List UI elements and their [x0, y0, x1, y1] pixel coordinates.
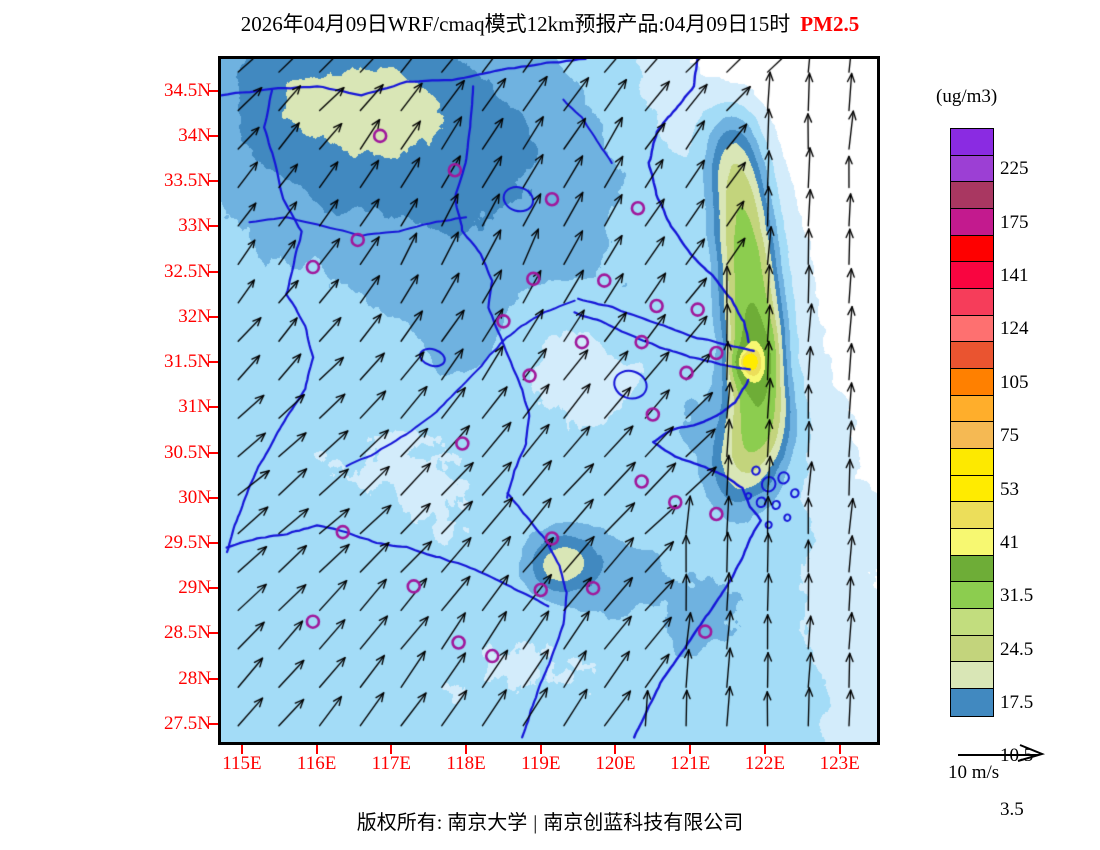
lat-tick-mark — [209, 722, 218, 725]
colorbar-value-label: 53 — [1000, 478, 1019, 500]
footer-company-text: 南京创蓝科技有限公司 — [543, 812, 744, 834]
map-plot-area[interactable] — [218, 56, 880, 745]
lat-tick-label: 33N — [178, 215, 211, 237]
wind-scale-label: 10 m/s — [948, 762, 1000, 783]
lon-tick-mark — [614, 745, 617, 754]
colorbar-swatch[interactable] — [951, 155, 993, 183]
lat-tick-label: 34.5N — [164, 79, 211, 101]
footer-copyright: 版权所有: 南京大学 | 南京创蓝科技有限公司 — [0, 806, 1100, 835]
lon-tick-label: 122E — [744, 753, 785, 774]
colorbar-value-label: 17.5 — [1000, 691, 1034, 713]
lat-tick-label: 32.5N — [164, 260, 211, 282]
colorbar-swatch[interactable] — [951, 689, 993, 716]
colorbar-swatch[interactable] — [951, 262, 993, 290]
colorbar-swatch[interactable] — [951, 369, 993, 396]
footer-copyright-text: 版权所有: 南京大学 — [356, 812, 528, 834]
lon-tick-label: 120E — [595, 753, 636, 774]
colorbar-value-label: 3.5 — [1000, 798, 1024, 820]
lat-tick-label: 28N — [178, 667, 211, 689]
lon-tick-label: 118E — [446, 753, 486, 774]
lat-tick-label: 30N — [178, 486, 211, 508]
lat-tick-mark — [209, 541, 218, 544]
colorbar-swatch[interactable] — [951, 315, 993, 343]
colorbar-swatch[interactable] — [951, 475, 993, 503]
colorbar-swatch[interactable] — [951, 555, 993, 583]
colorbar-value-label: 124 — [1000, 318, 1029, 340]
lat-tick-label: 32N — [178, 305, 211, 327]
lon-tick-label: 123E — [819, 753, 860, 774]
lon-tick-mark — [539, 745, 542, 754]
title-main-text: 2026年04月09日WRF/cmaq模式12km预报产品:04月09日15时 — [240, 12, 791, 36]
colorbar-swatch[interactable] — [951, 529, 993, 556]
lat-tick-label: 33.5N — [164, 170, 211, 192]
colorbar-value-label: 105 — [1000, 371, 1029, 393]
lon-tick-mark — [465, 745, 468, 754]
colorbar-swatch[interactable] — [951, 449, 993, 476]
colorbar-value-label: 24.5 — [1000, 638, 1034, 660]
colorbar-value-label: 225 — [1000, 158, 1029, 180]
page-title: 2026年04月09日WRF/cmaq模式12km预报产品:04月09日15时 P… — [0, 8, 1100, 38]
colorbar-swatch[interactable] — [951, 635, 993, 663]
wind-scale-key: 10 m/s — [948, 742, 1078, 788]
lat-tick-label: 31.5N — [164, 351, 211, 373]
colorbar-swatch[interactable] — [951, 209, 993, 236]
colorbar-swatch[interactable] — [951, 235, 993, 263]
lat-tick-mark — [209, 677, 218, 680]
footer-separator: | — [533, 812, 538, 834]
lon-tick-label: 115E — [222, 753, 262, 774]
lon-tick-mark — [315, 745, 318, 754]
colorbar-swatch[interactable] — [951, 289, 993, 316]
lat-tick-mark — [209, 587, 218, 590]
lat-tick-mark — [209, 315, 218, 318]
lat-tick-mark — [209, 496, 218, 499]
lat-tick-label: 27.5N — [164, 712, 211, 734]
colorbar-value-label: 175 — [1000, 211, 1029, 233]
lon-tick-label: 116E — [296, 753, 337, 774]
lon-tick-label: 117E — [371, 753, 412, 774]
lat-tick-mark — [209, 632, 218, 635]
colorbar[interactable] — [950, 128, 994, 717]
colorbar-swatch[interactable] — [951, 502, 993, 530]
lon-tick-mark — [763, 745, 766, 754]
lat-tick-label: 31N — [178, 396, 211, 418]
colorbar-value-label: 31.5 — [1000, 585, 1034, 607]
lat-tick-mark — [209, 451, 218, 454]
lon-tick-label: 119E — [521, 753, 561, 774]
colorbar-value-label: 41 — [1000, 531, 1019, 553]
lat-tick-label: 29.5N — [164, 531, 211, 553]
wind-arrow-icon — [958, 744, 1046, 762]
colorbar-swatch[interactable] — [951, 422, 993, 450]
title-species-label: PM2.5 — [800, 12, 860, 36]
pm25-contour-canvas — [221, 59, 877, 742]
lon-tick-label: 121E — [670, 753, 711, 774]
colorbar-swatch[interactable] — [951, 182, 993, 210]
lon-tick-mark — [240, 745, 243, 754]
lat-tick-mark — [209, 134, 218, 137]
colorbar-swatch[interactable] — [951, 129, 993, 156]
lat-tick-label: 34N — [178, 124, 211, 146]
lat-tick-mark — [209, 180, 218, 183]
colorbar-swatch[interactable] — [951, 662, 993, 690]
lon-tick-mark — [390, 745, 393, 754]
colorbar-swatch[interactable] — [951, 582, 993, 610]
colorbar-units-label: (ug/m3) — [936, 86, 998, 107]
lat-tick-mark — [209, 406, 218, 409]
lat-tick-mark — [209, 225, 218, 228]
colorbar-swatch[interactable] — [951, 395, 993, 423]
lat-tick-label: 29N — [178, 577, 211, 599]
lat-tick-label: 30.5N — [164, 441, 211, 463]
colorbar-value-label: 75 — [1000, 425, 1019, 447]
lat-tick-label: 28.5N — [164, 622, 211, 644]
colorbar-swatch[interactable] — [951, 609, 993, 636]
lon-tick-mark — [838, 745, 841, 754]
lat-tick-mark — [209, 361, 218, 364]
colorbar-swatch[interactable] — [951, 342, 993, 370]
lat-tick-mark — [209, 89, 218, 92]
colorbar-value-label: 141 — [1000, 265, 1029, 287]
lon-tick-mark — [689, 745, 692, 754]
lat-tick-mark — [209, 270, 218, 273]
